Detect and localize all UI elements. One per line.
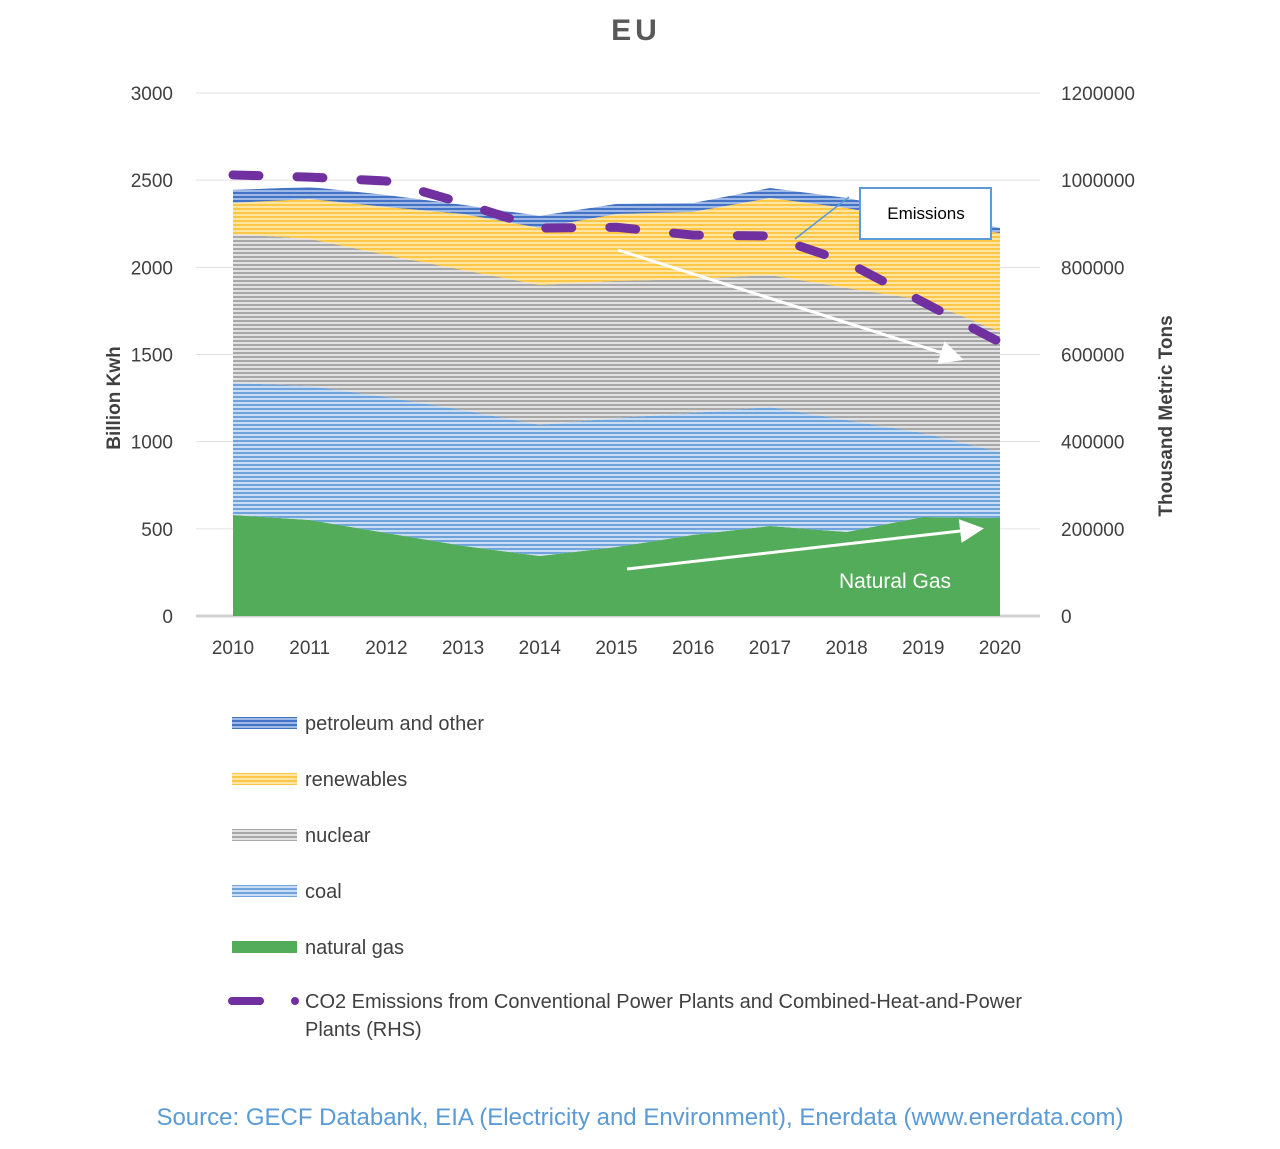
emissions-callout-label: Emissions bbox=[887, 204, 964, 223]
y-tick-label: 1500 bbox=[131, 346, 173, 367]
y-tick-label: 2500 bbox=[131, 171, 173, 192]
y2-tick-label: 200000 bbox=[1061, 520, 1124, 541]
legend-label: renewables bbox=[305, 769, 407, 791]
gas-trend-arrow bbox=[626, 519, 984, 571]
y-tick-label: 1000 bbox=[131, 433, 173, 454]
legend-swatch bbox=[232, 717, 297, 729]
legend-swatch bbox=[232, 773, 297, 785]
y-axis-title: Billion Kwh bbox=[104, 346, 125, 449]
x-tick-label: 2016 bbox=[672, 638, 714, 659]
y-tick-label: 3000 bbox=[131, 84, 173, 105]
legend-swatch bbox=[232, 885, 297, 897]
gas-annotation-label: Natural Gas bbox=[839, 570, 951, 593]
y2-tick-label: 800000 bbox=[1061, 258, 1124, 279]
y2-tick-label: 400000 bbox=[1061, 433, 1124, 454]
area-nuclear bbox=[233, 233, 1000, 452]
x-tick-label: 2015 bbox=[595, 638, 637, 659]
y2-tick-label: 1000000 bbox=[1061, 171, 1135, 192]
source-note: Source: GECF Databank, EIA (Electricity … bbox=[156, 1104, 1124, 1131]
y-tick-label: 2000 bbox=[131, 258, 173, 279]
emissions-trend-arrow bbox=[617, 248, 964, 364]
legend-label: petroleum and other bbox=[305, 713, 484, 735]
x-tick-label: 2012 bbox=[365, 638, 407, 659]
x-tick-label: 2010 bbox=[212, 638, 254, 659]
x-tick-label: 2014 bbox=[519, 638, 562, 659]
x-tick-label: 2011 bbox=[289, 638, 330, 659]
x-tick-label: 2017 bbox=[749, 638, 791, 659]
y2-tick-label: 1200000 bbox=[1061, 84, 1135, 105]
y2-axis-title: Thousand Metric Tons bbox=[1156, 315, 1177, 516]
legend-label-emissions: CO2 Emissions from Conventional Power Pl… bbox=[305, 991, 1022, 1013]
x-tick-label: 2020 bbox=[979, 638, 1021, 659]
emissions-line bbox=[228, 170, 1005, 347]
emissions-callout-box bbox=[859, 187, 992, 240]
chart: EU 0 500 1000 1500 2000 2500 3000 0 200000 40000… bbox=[104, 14, 1177, 1041]
x-tick-label: 2018 bbox=[825, 638, 867, 659]
legend-label-emissions: Plants (RHS) bbox=[305, 1019, 422, 1041]
area-petroleum-and-other bbox=[233, 186, 1000, 233]
y2-tick-label: 600000 bbox=[1061, 346, 1124, 367]
callout-leader bbox=[794, 196, 850, 240]
y-tick-label: 500 bbox=[141, 520, 173, 541]
x-tick-label: 2013 bbox=[442, 638, 484, 659]
legend-label: nuclear bbox=[305, 825, 371, 847]
legend-label: natural gas bbox=[305, 937, 404, 959]
legend-swatch-emissions-dot bbox=[291, 997, 299, 1005]
legend-label: coal bbox=[305, 881, 342, 903]
legend-swatch bbox=[232, 941, 297, 953]
x-tick-label: 2019 bbox=[902, 638, 944, 659]
chart-title: EU bbox=[611, 14, 661, 47]
legend-swatch bbox=[232, 829, 297, 841]
y2-tick-label: 0 bbox=[1061, 607, 1072, 628]
area-coal bbox=[233, 382, 1000, 557]
area-natural-gas bbox=[233, 515, 1000, 616]
y-tick-label: 0 bbox=[162, 607, 173, 628]
area-renewables bbox=[233, 197, 1000, 333]
